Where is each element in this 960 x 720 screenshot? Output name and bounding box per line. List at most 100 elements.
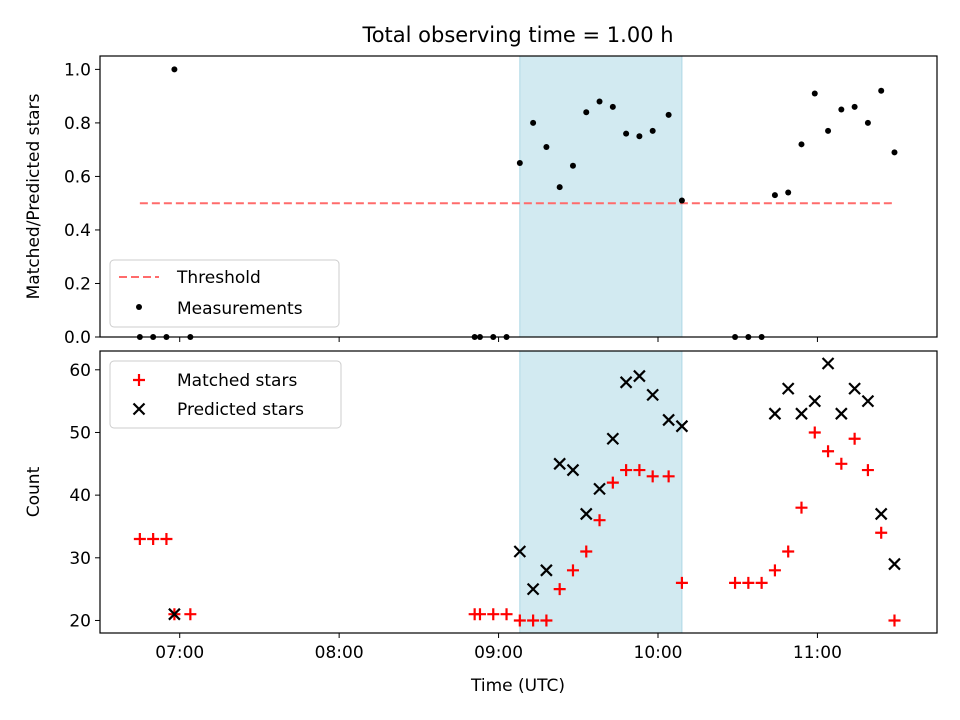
measurement-point <box>530 119 537 126</box>
matched-star-point <box>487 608 500 621</box>
legend <box>109 259 340 328</box>
matched-star-point <box>861 464 874 477</box>
predicted-star-point <box>808 394 822 408</box>
plot-frame <box>99 55 938 338</box>
y-axis-label: Count <box>24 466 44 517</box>
x-tick-label: 09:00 <box>474 643 523 663</box>
measurement-point <box>596 98 603 105</box>
matched-star-point <box>553 583 566 596</box>
x-tick-label: 10:00 <box>634 643 683 663</box>
measurement-point <box>623 130 630 137</box>
measurement-point <box>851 103 858 110</box>
matched-star-point <box>500 608 513 621</box>
legend-threshold-label: Threshold <box>176 268 261 288</box>
predicted-star-point <box>606 432 620 446</box>
measurement-point <box>556 184 563 191</box>
predicted-star-point <box>593 482 606 496</box>
matched-star-point <box>184 608 197 621</box>
matched-star-point <box>580 545 593 558</box>
predicted-star-point <box>861 394 875 408</box>
predicted-star-point <box>619 376 633 389</box>
legend-matched-swatch <box>133 374 145 386</box>
predicted-star-point <box>835 407 848 420</box>
measurement-point <box>636 133 643 140</box>
matched-star-point <box>755 576 768 589</box>
measurement-point <box>878 87 885 94</box>
x-tick-label: 07:00 <box>155 643 204 663</box>
matched-star-point <box>675 576 688 589</box>
matched-star-point <box>835 457 848 470</box>
matched-star-point <box>808 426 821 439</box>
legend-predicted-swatch <box>132 402 146 416</box>
y-tick-label: 50 <box>69 423 91 443</box>
legend-matched-label: Matched stars <box>177 371 297 391</box>
measurement-point <box>838 106 845 113</box>
predicted-star-point <box>768 407 782 420</box>
y-tick-label: 0.4 <box>64 221 91 241</box>
measurement-point <box>171 66 178 73</box>
y-tick-label: 40 <box>69 486 91 506</box>
legend-predicted-label: Predicted stars <box>177 400 304 420</box>
measurement-point <box>864 119 871 126</box>
y-tick-label: 0.8 <box>64 114 91 134</box>
legend-measurements-swatch <box>136 304 142 310</box>
predicted-star-point <box>553 457 566 471</box>
top-panel: 0.0 0.2 0.4 0.6 0.8 1.0 Matched/Predicted star… <box>24 55 938 348</box>
y-axis-label: Matched/Predicted stars <box>24 93 44 299</box>
chart-title: Total observing time = 1.00 h <box>361 23 673 47</box>
predicted-star-point <box>168 607 181 621</box>
matched-star-point <box>742 576 755 589</box>
matched-star-point <box>782 545 795 558</box>
measurement-point <box>609 103 616 110</box>
highlight-span <box>519 351 682 633</box>
predicted-star-point <box>526 582 540 596</box>
predicted-star-point <box>633 369 646 383</box>
matched-star-point <box>540 614 553 627</box>
matched-star-point <box>566 564 579 577</box>
y-tick-label: 0.2 <box>64 274 91 294</box>
measurement-point <box>543 143 550 150</box>
y-tick-label: 30 <box>69 549 91 569</box>
predicted-star-point <box>540 564 553 577</box>
legend <box>109 360 342 429</box>
predicted-star-point <box>888 557 901 571</box>
measurement-point <box>516 160 523 167</box>
measurement-point <box>891 149 898 156</box>
predicted-star-point <box>848 382 861 395</box>
predicted-star-point <box>662 413 675 427</box>
matched-star-point <box>513 614 526 627</box>
matched-star-point <box>822 445 835 458</box>
measurement-point <box>798 141 805 148</box>
measurement-point <box>665 111 672 118</box>
predicted-star-point <box>874 507 888 521</box>
matched-star-point <box>729 576 742 589</box>
y-tick-label: 1.0 <box>64 60 91 80</box>
matched-star-point <box>133 533 146 545</box>
matched-star-point <box>147 533 160 545</box>
measurement-point <box>678 197 685 204</box>
legend-measurements-label: Measurements <box>177 299 303 319</box>
matched-star-point <box>848 432 861 445</box>
predicted-star-point <box>566 463 580 477</box>
measurement-point <box>811 90 818 97</box>
matched-star-point <box>888 614 901 627</box>
x-axis-label: Time (UTC) <box>470 676 565 696</box>
y-tick-label: 0.0 <box>64 328 91 348</box>
matched-star-point <box>662 470 675 483</box>
plot-frame <box>99 350 938 634</box>
measurement-point <box>569 162 576 169</box>
measurement-point <box>649 127 656 134</box>
matched-star-point <box>875 526 888 539</box>
y-tick-label: 20 <box>69 611 91 631</box>
predicted-star-point <box>675 419 689 433</box>
measurement-point <box>825 127 832 134</box>
measurement-point <box>771 192 778 199</box>
matched-star-point <box>768 564 781 577</box>
predicted-star-point <box>579 507 593 521</box>
predicted-star-point <box>821 357 835 370</box>
predicted-star-point <box>513 545 527 558</box>
y-tick-label: 60 <box>69 361 91 381</box>
measurement-point <box>583 109 590 116</box>
x-tick-label: 11:00 <box>793 643 842 663</box>
